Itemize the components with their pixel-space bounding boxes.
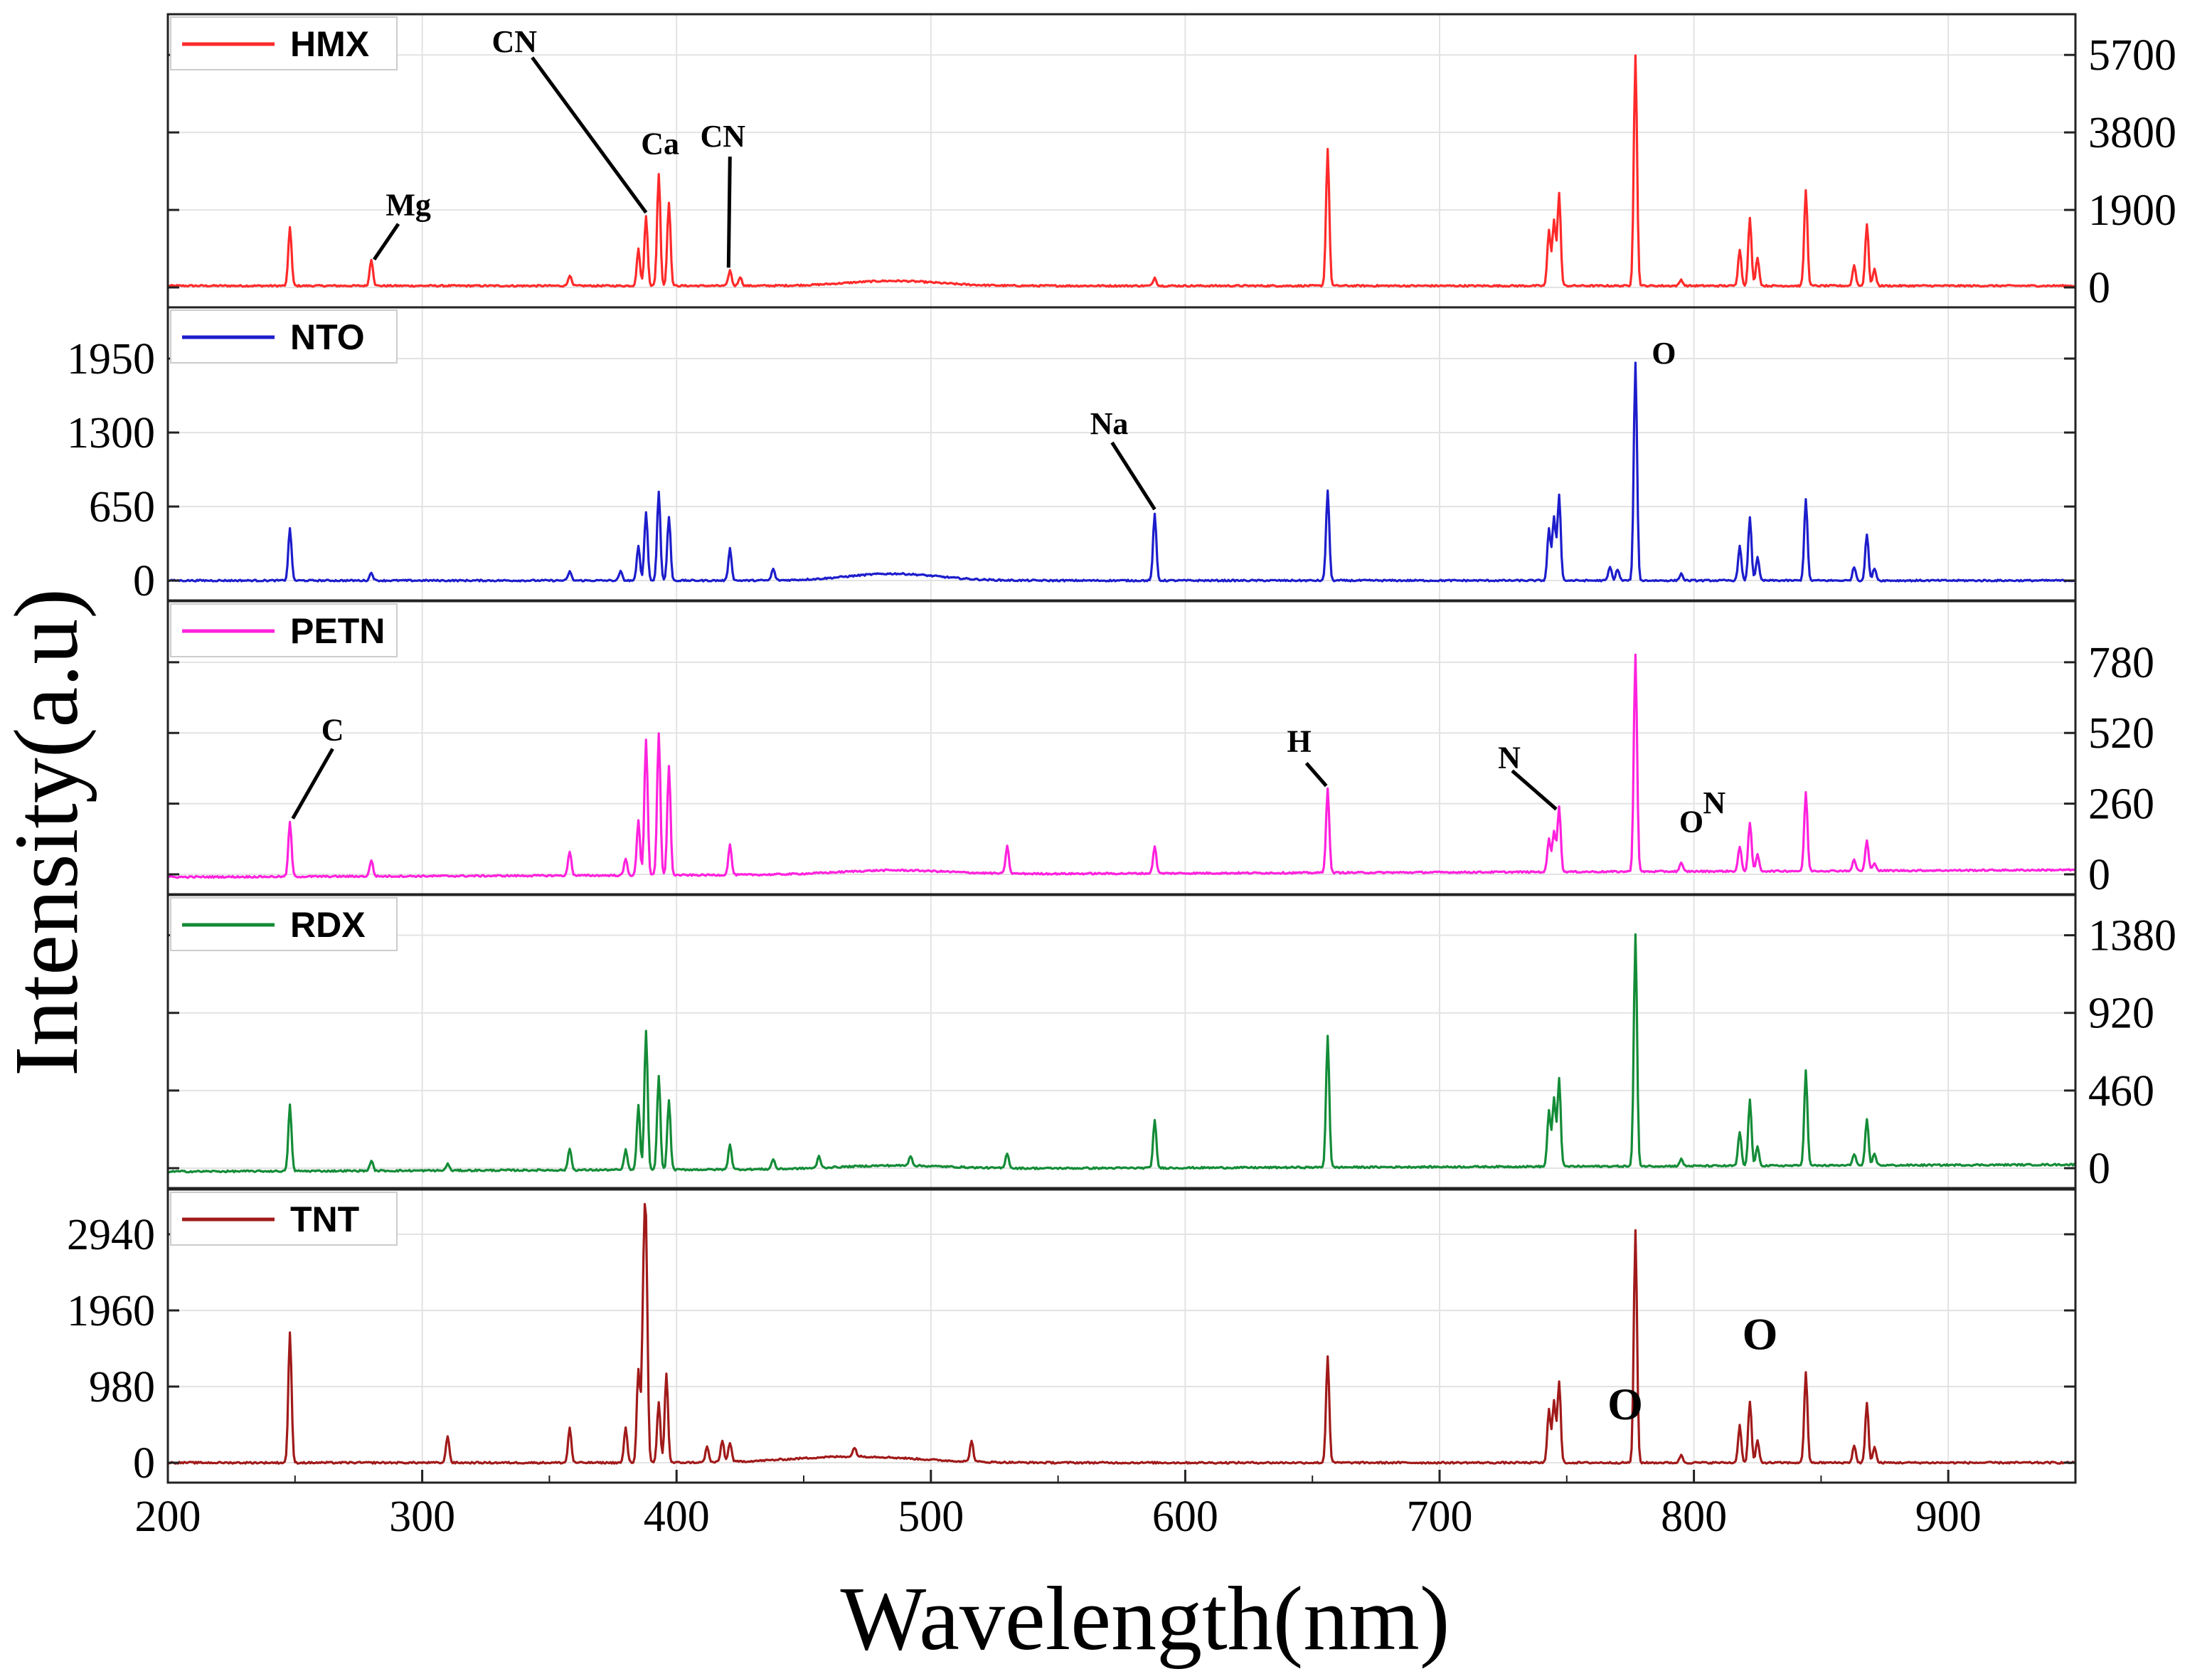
y-tick-label-petn: 780 [2088,639,2154,687]
x-tick-label: 400 [644,1493,710,1541]
y-tick-label-nto: 650 [89,483,155,531]
legend-nto: NTO [170,309,398,364]
series-line-petn [167,653,2076,879]
y-tick-label-hmx: 0 [2088,264,2110,312]
legend-rdx: RDX [170,897,398,951]
annotation-leader-line [1304,762,1328,788]
y-tick-label-tnt: 1960 [67,1287,155,1335]
y-tick-label-rdx: 0 [2088,1145,2110,1193]
legend-label: HMX [290,24,369,64]
annotation-label: CN [701,119,746,154]
annotation-label: O [1679,805,1703,839]
annotation-label: O [1652,336,1676,371]
tick-layer: 0 1900 3800 5700 0 650 1300 1950 0 260 520 780 0 460 9… [67,31,2176,1541]
grid-layer [167,14,2075,1483]
annotation-label: Mg [385,188,431,223]
legend-label: PETN [290,611,385,651]
legend-tnt: TNT [170,1192,398,1246]
y-tick-label-nto: 1300 [67,409,155,457]
y-tick-label-nto: 0 [133,557,155,605]
legend-label: NTO [290,317,365,357]
annotation-leader-line [1511,769,1558,811]
annotation-label: O [1743,1309,1778,1360]
y-tick-label-petn: 260 [2088,780,2154,829]
annotation-label: O [1607,1379,1643,1429]
annotation-leader-line [726,157,732,268]
x-tick-label: 800 [1661,1493,1727,1541]
annotation-label: N [1703,785,1726,820]
y-tick-label-tnt: 980 [89,1363,155,1411]
y-tick-label-petn: 0 [2088,851,2110,899]
x-tick-label: 300 [389,1493,455,1541]
panel-frame-petn [166,600,2077,896]
x-axis-title: Wavelength(nm) [841,1568,1450,1669]
annotation-label: Na [1090,406,1129,441]
y-tick-label-tnt: 0 [133,1439,155,1488]
annotation-label: Ca [641,126,679,161]
annotation-leader-line [531,56,648,214]
x-tick-label: 700 [1407,1493,1473,1541]
y-tick-label-hmx: 5700 [2088,31,2176,80]
plot-layer [167,54,2076,1465]
legend-layer: HMX NTO PETN RDX TNT [170,16,398,1246]
panel-frame-hmx [166,13,2077,309]
series-line-tnt [167,1202,2076,1465]
panel-frame-tnt [166,1188,2077,1484]
legend-label: TNT [290,1199,359,1239]
frame-layer [166,13,2077,1484]
series-line-rdx [167,933,2076,1174]
series-line-nto [167,361,2076,583]
y-tick-label-rdx: 1380 [2088,912,2176,960]
annotation-label: H [1287,724,1312,759]
annotation-label: N [1498,740,1521,775]
x-tick-label: 500 [898,1493,964,1541]
y-tick-label-hmx: 1900 [2088,186,2176,235]
legend-hmx: HMX [170,16,398,70]
panel-frame-nto [166,306,2077,602]
y-tick-label-nto: 1950 [67,335,155,383]
x-tick-label: 600 [1152,1493,1218,1541]
y-tick-label-rdx: 920 [2088,990,2154,1038]
y-tick-label-hmx: 3800 [2088,109,2176,157]
annotation-label: CN [492,24,538,59]
annotation-leader-line [1110,441,1156,511]
x-tick-label: 200 [135,1493,201,1541]
legend-label: RDX [290,905,366,945]
y-tick-label-petn: 520 [2088,709,2154,758]
annotation-label: C [321,713,344,748]
y-tick-label-rdx: 460 [2088,1067,2154,1116]
y-tick-label-tnt: 2940 [67,1211,155,1259]
y-axis-title: Intensity(a.u) [0,588,97,1076]
legend-petn: PETN [170,603,398,657]
legend-box [170,603,398,657]
annotation-leader-line [291,748,334,820]
series-line-hmx [167,54,2076,288]
x-tick-label: 900 [1915,1493,1982,1541]
annotation-leader-line [373,223,400,261]
panel-frame-rdx [166,894,2077,1190]
